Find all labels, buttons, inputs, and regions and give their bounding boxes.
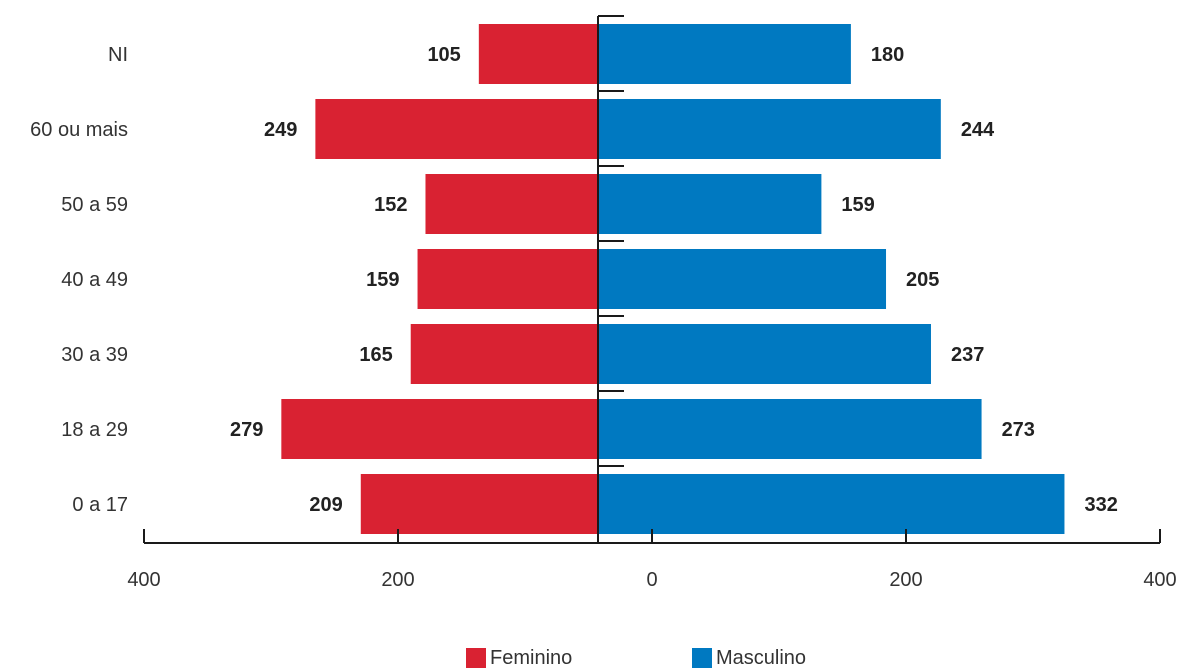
- legend-swatch-feminino: [466, 648, 486, 668]
- bar-feminino: [425, 174, 598, 234]
- value-label-masculino: 205: [906, 269, 939, 291]
- value-label-masculino: 159: [841, 194, 874, 216]
- bar-masculino: [598, 99, 941, 159]
- value-label-feminino: 165: [359, 344, 392, 366]
- masculino-bars: [598, 24, 1065, 534]
- x-tick-label: 200: [381, 569, 414, 591]
- legend: Feminino Masculino: [0, 646, 1182, 670]
- axes: [143, 15, 1161, 544]
- value-label-feminino: 159: [366, 269, 399, 291]
- value-labels: 105 180 249 244 152 159 159 205 165 237 279 273 209 3…: [230, 44, 1118, 516]
- value-label-feminino: 249: [264, 119, 297, 141]
- x-tick-labels: 400 200 0 200 400: [127, 569, 1176, 591]
- value-label-masculino: 180: [871, 44, 904, 66]
- legend-item-masculino: Masculino: [692, 646, 806, 670]
- x-tick-label: 400: [127, 569, 160, 591]
- bar-feminino: [281, 399, 598, 459]
- value-label-feminino: 105: [427, 44, 460, 66]
- bar-feminino: [478, 24, 598, 84]
- x-tick-label: 0: [646, 569, 657, 591]
- x-tick-label: 400: [1143, 569, 1176, 591]
- bar-feminino: [410, 324, 598, 384]
- value-label-masculino: 273: [1002, 419, 1035, 441]
- value-label-feminino: 279: [230, 419, 263, 441]
- bar-masculino: [598, 249, 887, 309]
- value-label-masculino: 237: [951, 344, 984, 366]
- bar-masculino: [598, 399, 982, 459]
- category-label: 0 a 17: [72, 494, 128, 516]
- feminino-bars: [281, 24, 598, 534]
- bar-masculino: [598, 24, 851, 84]
- category-label: 30 a 39: [61, 344, 128, 366]
- bar-feminino: [315, 99, 598, 159]
- value-label-feminino: 152: [374, 194, 407, 216]
- bar-masculino: [598, 474, 1065, 534]
- legend-label-masculino: Masculino: [716, 646, 807, 669]
- category-labels: NI 60 ou mais 50 a 59 40 a 49 30 a 39 18 a 29…: [30, 44, 128, 516]
- legend-label-feminino: Feminino: [490, 646, 573, 669]
- bar-feminino: [417, 249, 598, 309]
- value-label-masculino: 244: [961, 119, 995, 141]
- bar-masculino: [598, 324, 931, 384]
- bar-feminino: [360, 474, 598, 534]
- bar-masculino: [598, 174, 822, 234]
- category-label: NI: [108, 44, 128, 66]
- value-label-feminino: 209: [309, 494, 342, 516]
- legend-item-feminino: Feminino: [466, 646, 572, 670]
- category-label: 40 a 49: [61, 269, 128, 291]
- x-tick-label: 200: [889, 569, 922, 591]
- value-label-masculino: 332: [1084, 494, 1117, 516]
- category-label: 18 a 29: [61, 419, 128, 441]
- population-pyramid-chart: NI 60 ou mais 50 a 59 40 a 49 30 a 39 18 a 29…: [30, 15, 1177, 591]
- category-label: 50 a 59: [61, 194, 128, 216]
- category-label: 60 ou mais: [30, 119, 128, 141]
- legend-swatch-masculino: [692, 648, 712, 668]
